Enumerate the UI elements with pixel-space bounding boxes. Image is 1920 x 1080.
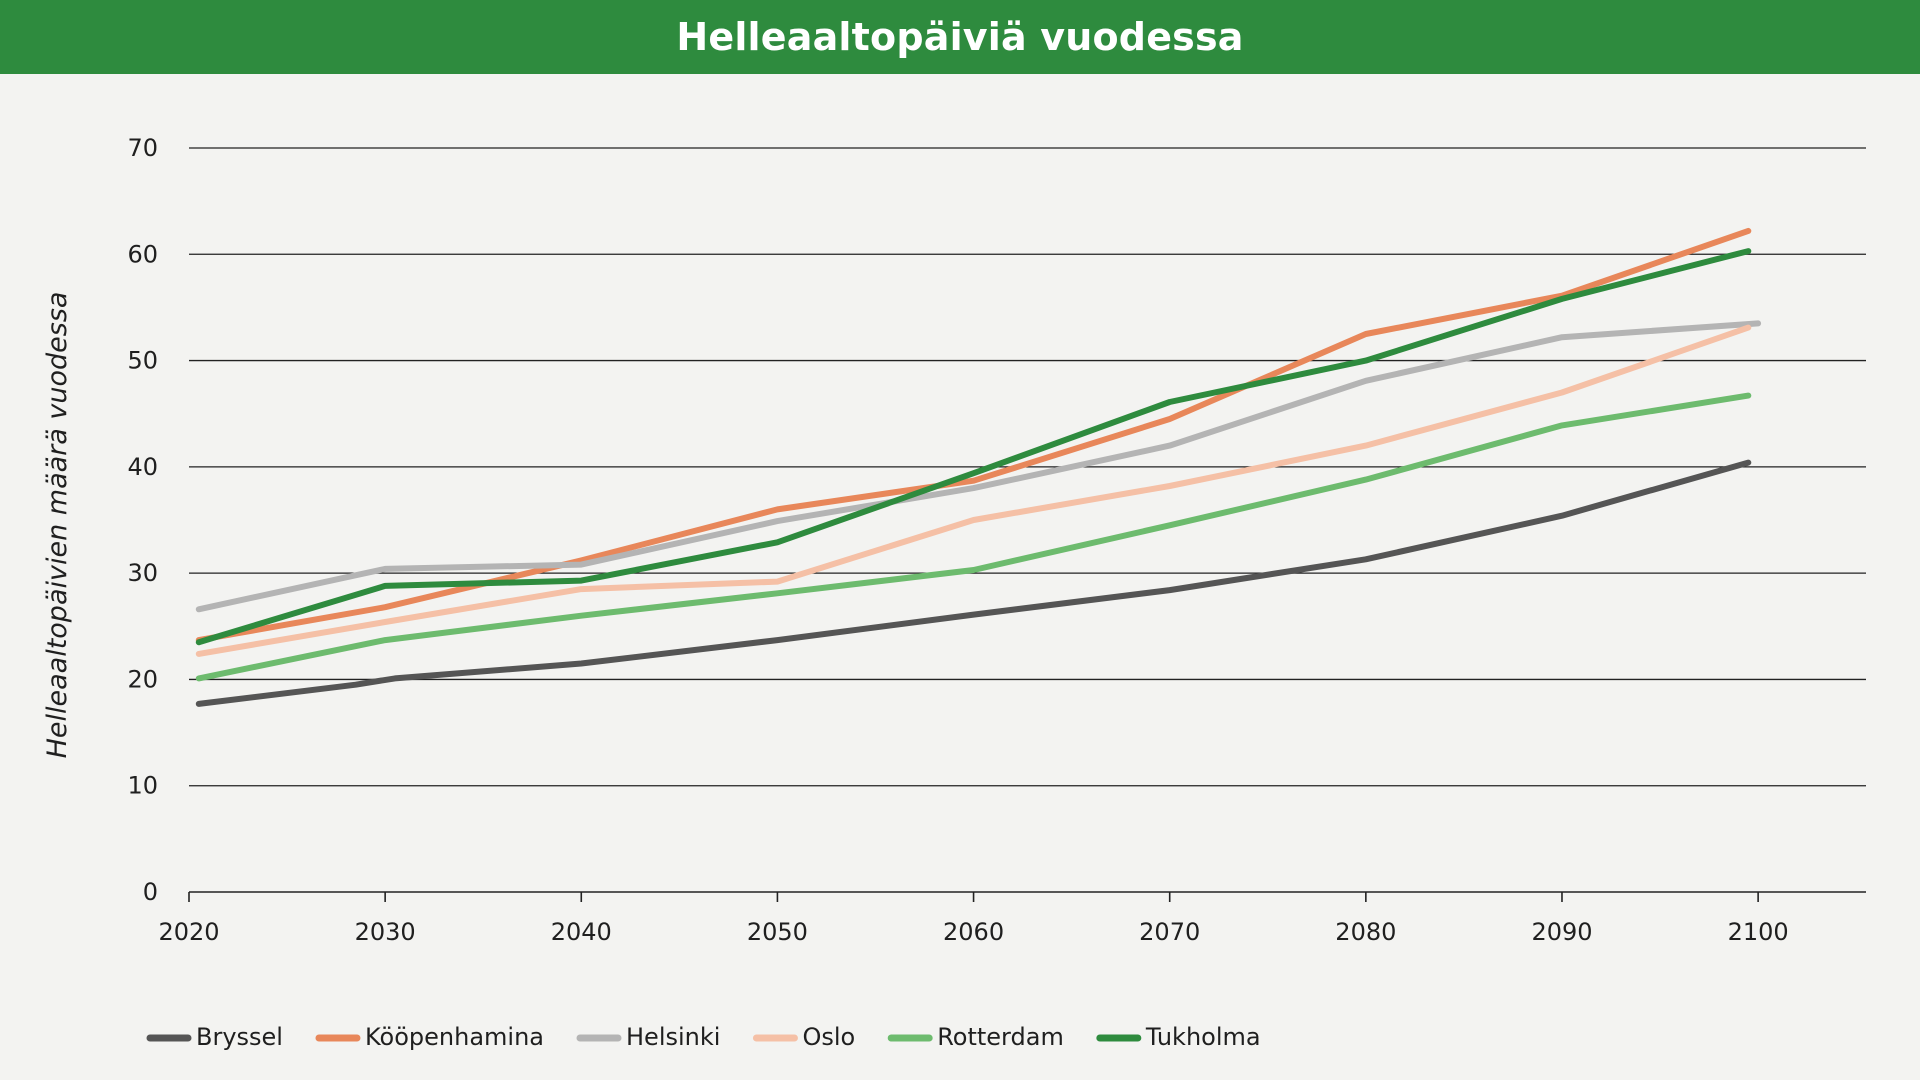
legend-item: Oslo bbox=[752, 1023, 855, 1051]
legend-label: Rotterdam bbox=[937, 1023, 1064, 1051]
legend-label: Bryssel bbox=[196, 1023, 283, 1051]
series-lines bbox=[195, 227, 1762, 707]
x-axis bbox=[188, 891, 1866, 902]
title-bar: Helleaaltopäiviä vuodessa bbox=[0, 0, 1920, 74]
x-tick-label: 2090 bbox=[1531, 918, 1592, 946]
legend-item: Helsinki bbox=[576, 1023, 720, 1051]
x-tick-label: 2080 bbox=[1335, 918, 1396, 946]
x-tick-label: 2070 bbox=[1139, 918, 1200, 946]
legend-item: Kööpenhamina bbox=[315, 1023, 544, 1051]
legend-item: Rotterdam bbox=[887, 1023, 1064, 1051]
grid-lines bbox=[189, 147, 1866, 787]
x-tick-labels: 2020 2030 2040 2050 2060 2070 2080 2090 2100 bbox=[158, 918, 1788, 946]
legend-item: Tukholma bbox=[1096, 1023, 1261, 1051]
legend: Bryssel Kööpenhamina Helsinki Oslo Rotterdam… bbox=[146, 1023, 1261, 1051]
legend-label: Oslo bbox=[802, 1023, 855, 1051]
x-tick-label: 2040 bbox=[551, 918, 612, 946]
y-tick-label: 20 bbox=[127, 665, 158, 693]
legend-label: Tukholma bbox=[1145, 1023, 1261, 1051]
y-tick-label: 40 bbox=[127, 453, 158, 481]
series-line-bryssel bbox=[195, 459, 1752, 707]
x-tick-label: 2100 bbox=[1728, 918, 1789, 946]
x-tick-label: 2060 bbox=[943, 918, 1004, 946]
x-tick-label: 2030 bbox=[355, 918, 416, 946]
y-tick-label: 70 bbox=[127, 134, 158, 162]
y-tick-labels: 0 10 20 30 40 50 60 70 bbox=[127, 134, 158, 906]
chart-title: Helleaaltopäiviä vuodessa bbox=[676, 15, 1244, 59]
y-tick-label: 30 bbox=[127, 559, 158, 587]
series-line-helsinki bbox=[195, 320, 1762, 613]
legend-item: Bryssel bbox=[146, 1023, 283, 1051]
legend-label: Kööpenhamina bbox=[365, 1023, 544, 1051]
y-tick-label: 60 bbox=[127, 240, 158, 268]
y-axis-label: Helleaaltopäivien määrä vuodessa bbox=[42, 292, 73, 759]
series-line-rotterdam bbox=[195, 392, 1752, 682]
series-line-tukholma bbox=[195, 248, 1752, 646]
x-tick-label: 2020 bbox=[158, 918, 219, 946]
x-tick-label: 2050 bbox=[747, 918, 808, 946]
series-line-kööpenhamina bbox=[195, 227, 1752, 644]
y-tick-label: 50 bbox=[127, 347, 158, 375]
legend-label: Helsinki bbox=[626, 1023, 720, 1051]
y-tick-label: 0 bbox=[143, 878, 158, 906]
series-line-oslo bbox=[195, 324, 1752, 657]
y-tick-label: 10 bbox=[127, 772, 158, 800]
